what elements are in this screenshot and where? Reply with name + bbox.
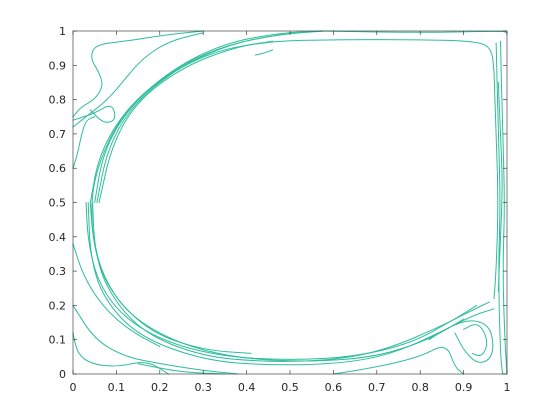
x-tick-label: 0.8 — [411, 381, 429, 394]
contour-line-5 — [89, 30, 326, 203]
contour-line-9 — [89, 202, 465, 362]
y-tick-label: 0.9 — [49, 59, 67, 72]
plot-lines — [72, 30, 508, 375]
contour-line-20 — [72, 304, 239, 375]
contour-line-11 — [499, 40, 508, 375]
contour-line-22 — [332, 346, 465, 375]
x-tick-label: 0.6 — [325, 381, 343, 394]
contour-line-24 — [463, 324, 488, 357]
x-tick-label: 0.2 — [151, 381, 169, 394]
x-tick-label: 0.3 — [194, 381, 212, 394]
contour-line-23 — [428, 320, 494, 363]
x-tick-label: 0.9 — [455, 381, 473, 394]
x-tick-label: 0 — [70, 381, 77, 394]
contour-line-6 — [94, 30, 326, 203]
y-tick-label: 0.3 — [49, 265, 67, 278]
y-axis: 0 0.1 0.2 0.3 0.4 0.5 0.6 0.7 0.8 0.9 1 — [49, 25, 507, 381]
y-tick-label: 0.6 — [49, 162, 67, 175]
x-tick-label: 0.1 — [108, 381, 126, 394]
contour-line-14 — [72, 30, 204, 118]
contour-line-21 — [137, 363, 226, 375]
contour-line-19 — [72, 332, 169, 375]
y-tick-label: 0.1 — [49, 334, 67, 347]
x-tick-label: 0.7 — [368, 381, 386, 394]
contour-line-16 — [72, 105, 116, 123]
y-tick-label: 0.5 — [49, 197, 67, 210]
y-tick-label: 0.2 — [49, 299, 67, 312]
y-tick-label: 0.8 — [49, 94, 67, 107]
y-tick-label: 0.4 — [49, 231, 67, 244]
contour-line-15 — [72, 32, 204, 128]
x-tick-label: 0.4 — [238, 381, 256, 394]
contour-line-18 — [72, 243, 161, 348]
contour-line-17 — [72, 116, 96, 169]
contour-line-8 — [98, 40, 274, 203]
contour-line-2 — [92, 202, 491, 362]
contour-line-3 — [87, 202, 495, 366]
x-tick-label: 1 — [504, 381, 511, 394]
axes-box — [72, 30, 508, 375]
contour-line-10 — [493, 71, 499, 300]
contour-line-7 — [96, 33, 282, 203]
y-tick-label: 0.7 — [49, 128, 67, 141]
y-tick-label: 1 — [59, 25, 66, 38]
y-tick-label: 0 — [59, 368, 66, 381]
contour-line-25 — [497, 81, 503, 293]
contour-line-26 — [254, 49, 274, 56]
contour-line-4 — [85, 202, 478, 360]
contour-line-12 — [495, 42, 504, 375]
x-tick-label: 0.5 — [281, 381, 299, 394]
x-axis: 0 0.1 0.2 0.3 0.4 0.5 0.6 0.7 0.8 0.9 1 — [70, 31, 511, 394]
